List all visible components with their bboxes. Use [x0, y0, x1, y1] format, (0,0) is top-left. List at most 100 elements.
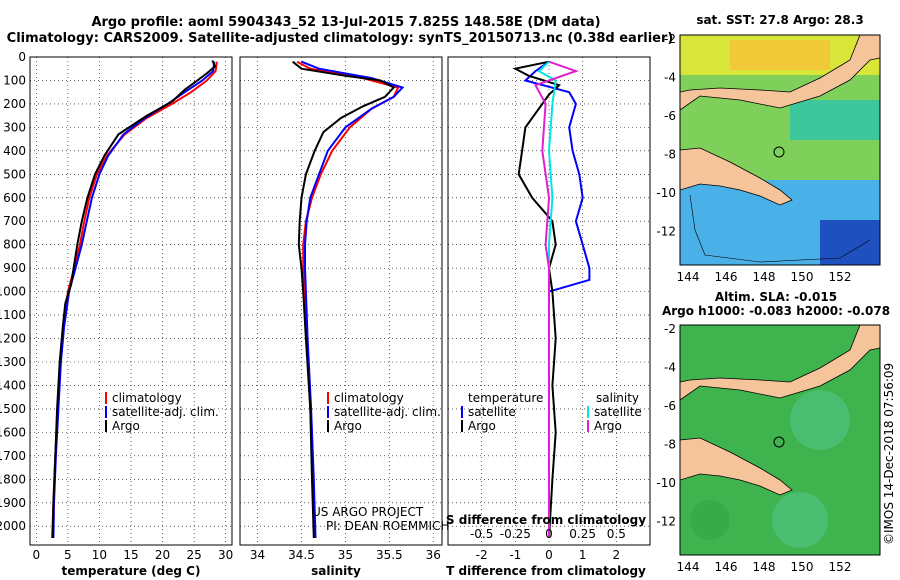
s-tick-label: -0.5 — [470, 527, 493, 541]
lat-tick-label: -6 — [664, 109, 676, 123]
depth-tick-label: 900 — [3, 261, 26, 275]
difference-tick-labels: -2 -1 0 1 2 -0.5 -0.25 0 0.25 0.5 — [470, 527, 626, 562]
s-tick-label: 0 — [545, 527, 553, 541]
depth-tick-label: 1100 — [0, 308, 26, 322]
argo-float-marker — [773, 146, 785, 158]
series-line-t-argo — [512, 60, 562, 539]
lat-tick-label: -4 — [664, 71, 676, 85]
lon-tick-label: 148 — [753, 560, 776, 574]
legend-label-argo: Argo — [112, 419, 140, 433]
salinity-grid — [240, 56, 442, 545]
x-tick-label: 2 — [613, 548, 621, 562]
lat-tick-label: -6 — [664, 399, 676, 413]
x-tick-label: 0 — [32, 548, 40, 562]
legend-label-climatology: climatology — [334, 391, 404, 405]
series-line-argo — [51, 60, 217, 539]
x-tick-label: 30 — [218, 548, 233, 562]
series-line-s-argo — [534, 60, 579, 538]
depth-tick-label: 1200 — [0, 332, 26, 346]
temperature-curves — [51, 60, 218, 539]
legend-label-t-satellite: satellite — [468, 405, 516, 419]
lon-tick-label: 148 — [753, 270, 776, 284]
depth-tick-label: 1900 — [0, 496, 26, 510]
depth-tick-label: 2000 — [0, 519, 26, 533]
land-new-ireland — [680, 325, 880, 401]
lat-tick-label: -12 — [656, 515, 676, 529]
x-tick-label: 25 — [186, 548, 201, 562]
difference-legend: temperature satellite Argo salinity sate… — [461, 391, 642, 433]
sla-field-eddy-2 — [772, 492, 828, 548]
s-tick-label: -0.25 — [500, 527, 531, 541]
lat-tick-label: -10 — [656, 476, 676, 490]
sla-map-frame — [679, 324, 881, 556]
depth-tick-label: 1500 — [0, 402, 26, 416]
salinity-legend: climatology satellite-adj. clim. Argo — [327, 391, 441, 433]
sst-map-frame — [679, 34, 881, 266]
series-line-satellite-adj-clim- — [52, 61, 216, 539]
lat-tick-label: -8 — [664, 438, 676, 452]
sst-map-title: sat. SST: 27.8 Argo: 28.3 — [696, 13, 863, 27]
x-tick-label: 20 — [155, 548, 170, 562]
series-line-satellite-adj-clim- — [301, 60, 405, 539]
series-line-argo — [292, 60, 396, 539]
sst-map — [680, 35, 880, 265]
depth-tick-label: 1400 — [0, 378, 26, 392]
depth-tick-label: 500 — [3, 167, 26, 181]
legend-title-temperature: temperature — [468, 391, 543, 405]
legend-label-s-argo: Argo — [594, 419, 622, 433]
header-line-1: Argo profile: aoml 5904343_52 13-Jul-201… — [91, 15, 600, 30]
x-tick-label: 34 — [250, 548, 265, 562]
lon-tick-label: 152 — [829, 560, 852, 574]
salinity-curves — [292, 60, 405, 539]
lon-tick-label: 152 — [829, 270, 852, 284]
lat-tick-label: -12 — [656, 225, 676, 239]
series-line-s-satellite — [537, 60, 557, 538]
depth-tick-label: 1300 — [0, 355, 26, 369]
depth-tick-label: 300 — [3, 120, 26, 134]
temperature-grid — [30, 56, 232, 545]
pi-credit: PI: DEAN ROEMMICH — [326, 519, 449, 533]
argo-float-marker — [773, 436, 785, 448]
depth-tick-labels: 0 100 200 300 400 500 600 700 800 900 1000 1100 1200… — [0, 50, 26, 533]
x-tick-label: 36 — [426, 548, 441, 562]
salinity-tick-labels: 34 34.5 35 35.5 36 — [250, 548, 441, 562]
sst-field-coldest — [820, 220, 880, 265]
depth-tick-label: 100 — [3, 73, 26, 87]
lon-tick-label: 144 — [677, 270, 700, 284]
legend-title-salinity: salinity — [596, 391, 639, 405]
sst-field-cool-east — [790, 100, 880, 140]
salinity-panel-frame — [239, 56, 443, 546]
depth-tick-label: 1000 — [0, 285, 26, 299]
x-tick-label: 35 — [338, 548, 353, 562]
lat-tick-label: -10 — [656, 186, 676, 200]
series-line-climatology — [51, 61, 218, 539]
lat-tick-label: -8 — [664, 148, 676, 162]
x-tick-label: 10 — [92, 548, 107, 562]
depth-tick-label: 0 — [18, 50, 26, 64]
depth-tick-label: 1700 — [0, 449, 26, 463]
lat-tick-label: -2 — [664, 322, 676, 336]
s-difference-axis-label: S difference from climatology — [446, 513, 646, 527]
legend-label-satellite: satellite-adj. clim. — [112, 405, 219, 419]
x-tick-label: 15 — [123, 548, 138, 562]
x-tick-label: 35.5 — [376, 548, 403, 562]
depth-tick-label: 800 — [3, 238, 26, 252]
legend-label-s-satellite: satellite — [594, 405, 642, 419]
legend-label-argo: Argo — [334, 419, 362, 433]
imos-credit: ©IMOS 14-Dec-2018 07:56:09 — [882, 363, 896, 545]
depth-tick-label: 600 — [3, 191, 26, 205]
lon-tick-label: 150 — [791, 560, 814, 574]
sla-field-eddy-3 — [690, 500, 730, 540]
x-tick-label: -1 — [509, 548, 521, 562]
legend-label-satellite: satellite-adj. clim. — [334, 405, 441, 419]
legend-label-climatology: climatology — [112, 391, 182, 405]
s-tick-label: 0.25 — [569, 527, 596, 541]
x-tick-label: 34.5 — [288, 548, 315, 562]
land-png-mainland — [680, 147, 793, 206]
sla-map — [680, 325, 880, 555]
sla-map-title-1: Altim. SLA: -0.015 — [715, 290, 837, 304]
lat-tick-label: -4 — [664, 361, 676, 375]
series-line-t-satellite — [523, 60, 591, 538]
sst-field-warm-patch — [730, 40, 830, 70]
